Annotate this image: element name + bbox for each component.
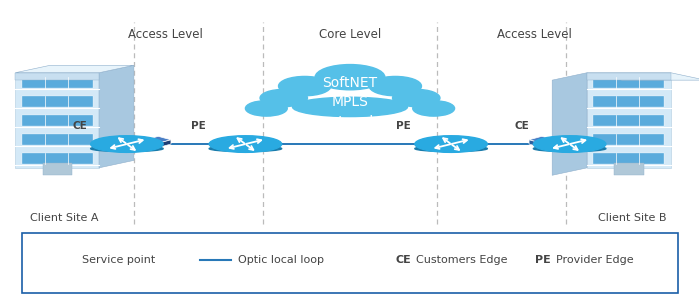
Text: PE: PE xyxy=(396,121,411,131)
Ellipse shape xyxy=(533,146,606,152)
FancyBboxPatch shape xyxy=(43,164,72,175)
Ellipse shape xyxy=(413,101,454,116)
FancyBboxPatch shape xyxy=(594,96,664,106)
Ellipse shape xyxy=(209,136,281,152)
Ellipse shape xyxy=(90,146,163,152)
Text: Customers Edge: Customers Edge xyxy=(416,255,508,265)
Text: CE: CE xyxy=(395,255,411,265)
Polygon shape xyxy=(529,136,554,143)
Polygon shape xyxy=(15,73,99,168)
Text: Client Site A: Client Site A xyxy=(30,213,99,224)
FancyBboxPatch shape xyxy=(594,115,664,126)
Ellipse shape xyxy=(369,76,421,96)
Ellipse shape xyxy=(246,101,287,116)
Polygon shape xyxy=(587,73,671,168)
Polygon shape xyxy=(529,140,542,148)
Ellipse shape xyxy=(279,76,331,96)
Ellipse shape xyxy=(533,136,606,152)
Polygon shape xyxy=(552,73,587,175)
Polygon shape xyxy=(146,136,171,143)
Polygon shape xyxy=(51,254,71,260)
Ellipse shape xyxy=(415,146,487,152)
Ellipse shape xyxy=(260,89,307,106)
Ellipse shape xyxy=(90,136,163,152)
Text: SoftNET
MPLS
network: SoftNET MPLS network xyxy=(322,76,378,129)
Polygon shape xyxy=(61,257,71,262)
Polygon shape xyxy=(158,140,171,148)
Text: Client Site B: Client Site B xyxy=(598,213,666,224)
Ellipse shape xyxy=(315,64,385,90)
FancyBboxPatch shape xyxy=(22,96,92,106)
Polygon shape xyxy=(146,140,158,148)
Polygon shape xyxy=(587,73,700,80)
FancyBboxPatch shape xyxy=(15,73,99,80)
FancyBboxPatch shape xyxy=(594,134,664,145)
Text: PE: PE xyxy=(191,121,206,131)
FancyBboxPatch shape xyxy=(22,153,92,164)
Polygon shape xyxy=(99,65,134,168)
FancyBboxPatch shape xyxy=(22,115,92,126)
Ellipse shape xyxy=(415,136,487,152)
Text: Access Level: Access Level xyxy=(128,28,203,40)
FancyBboxPatch shape xyxy=(587,73,671,80)
FancyBboxPatch shape xyxy=(594,77,664,88)
FancyBboxPatch shape xyxy=(614,164,643,175)
Polygon shape xyxy=(542,140,554,148)
FancyBboxPatch shape xyxy=(22,233,678,293)
Text: PE: PE xyxy=(535,255,550,265)
FancyBboxPatch shape xyxy=(22,134,92,145)
FancyBboxPatch shape xyxy=(594,153,664,164)
Text: CE: CE xyxy=(72,121,87,131)
Text: Core Level: Core Level xyxy=(319,28,381,40)
Ellipse shape xyxy=(293,97,407,117)
Text: Access Level: Access Level xyxy=(497,28,572,40)
Ellipse shape xyxy=(209,146,281,152)
Text: Provider Edge: Provider Edge xyxy=(556,255,634,265)
Polygon shape xyxy=(51,257,61,262)
Text: Optic local loop: Optic local loop xyxy=(239,255,324,265)
Polygon shape xyxy=(15,65,134,73)
FancyBboxPatch shape xyxy=(22,77,92,88)
Text: CE: CE xyxy=(515,121,530,131)
Ellipse shape xyxy=(393,89,440,106)
Text: Service point: Service point xyxy=(82,255,155,265)
